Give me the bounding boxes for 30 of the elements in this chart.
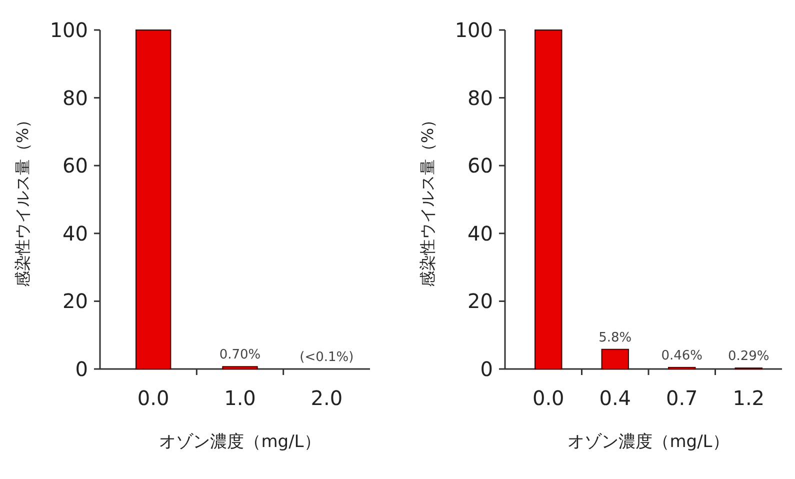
y-tick-label: 60	[468, 154, 493, 178]
bar	[601, 348, 629, 370]
y-tick-label: 20	[468, 289, 493, 314]
y-tick-label: 80	[468, 86, 493, 110]
y-axis-title: 感染性ウイルス量（%）	[418, 112, 437, 288]
x-tick-label: 0.0	[137, 386, 170, 410]
x-tick-label: 1.0	[224, 386, 256, 410]
x-axis-title: オゾン濃度（mg/L）	[159, 432, 321, 452]
data-label: 0.70%	[219, 348, 261, 363]
data-label: 0.46%	[661, 348, 703, 364]
y-tick-label: 40	[62, 221, 88, 246]
y-tick-label: 80	[62, 86, 88, 110]
y-tick-label: 40	[468, 221, 493, 246]
y-axis-title: 感染性ウイルス量（%）	[13, 112, 32, 288]
y-tick-label: 60	[62, 154, 88, 178]
bar	[534, 30, 562, 370]
y-tick-label: 100	[50, 18, 88, 42]
y-tick-label: 0	[480, 357, 493, 381]
data-label: 0.29%	[728, 349, 770, 364]
x-tick-label: 2.0	[310, 386, 343, 410]
x-tick-label: 0.4	[599, 386, 632, 410]
x-axis-title: オゾン濃度（mg/L）	[568, 432, 730, 452]
x-tick-label: 1.2	[732, 386, 765, 410]
data-label: 5.8%	[598, 330, 632, 346]
y-tick-label: 0	[75, 357, 88, 381]
y-tick-label: 20	[62, 289, 88, 314]
x-tick-label: 0.7	[666, 386, 698, 410]
data-label: (<0.1%)	[300, 350, 354, 365]
x-tick-label: 0.0	[532, 386, 564, 410]
y-tick-label: 100	[454, 18, 493, 42]
